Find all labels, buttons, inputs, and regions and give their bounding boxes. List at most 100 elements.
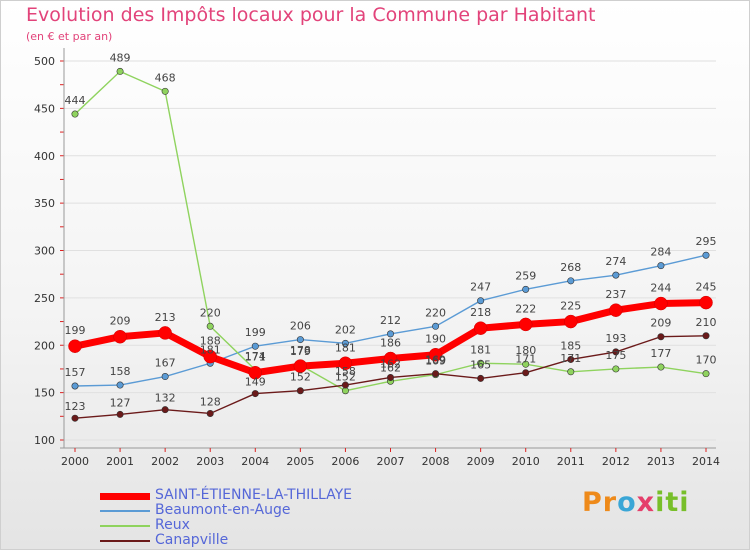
data-point bbox=[248, 365, 263, 380]
data-point bbox=[567, 277, 575, 285]
data-label: 209 bbox=[650, 317, 671, 330]
x-tick-label: 2010 bbox=[512, 455, 540, 468]
data-label: 185 bbox=[560, 339, 581, 352]
x-tick-label: 2013 bbox=[647, 455, 675, 468]
legend-item: SAINT-ÉTIENNE-LA-THILLAYE bbox=[100, 487, 400, 503]
data-label: 468 bbox=[155, 71, 176, 84]
data-label: 210 bbox=[696, 316, 717, 329]
data-point bbox=[116, 410, 124, 418]
legend-label: Reux bbox=[155, 517, 190, 533]
y-tick-label: 350 bbox=[34, 197, 55, 210]
y-tick-label: 200 bbox=[34, 339, 55, 352]
data-label: 237 bbox=[605, 288, 626, 301]
data-point bbox=[113, 329, 127, 344]
data-label: 186 bbox=[380, 337, 401, 350]
y-tick-label: 250 bbox=[34, 292, 55, 305]
y-tick-label: 150 bbox=[34, 387, 55, 400]
data-label: 284 bbox=[650, 246, 671, 259]
data-label: 489 bbox=[110, 51, 131, 64]
series-lines bbox=[68, 67, 713, 422]
data-label: 158 bbox=[335, 365, 356, 378]
data-label: 245 bbox=[696, 281, 717, 294]
data-point bbox=[702, 251, 710, 259]
data-label: 174 bbox=[245, 350, 266, 363]
legend-swatch bbox=[100, 525, 150, 527]
data-point bbox=[251, 390, 259, 398]
data-point bbox=[251, 342, 259, 350]
x-tick-label: 2008 bbox=[422, 455, 450, 468]
y-tick-label: 100 bbox=[34, 434, 55, 447]
data-label: 123 bbox=[65, 400, 86, 413]
data-label: 295 bbox=[696, 235, 717, 248]
data-label: 199 bbox=[245, 326, 266, 339]
data-label: 222 bbox=[515, 302, 536, 315]
x-tick-label: 2001 bbox=[106, 455, 134, 468]
data-label: 218 bbox=[470, 306, 491, 319]
data-label: 244 bbox=[650, 282, 671, 295]
data-point bbox=[428, 347, 443, 362]
data-point bbox=[609, 303, 623, 317]
data-label: 132 bbox=[155, 392, 176, 405]
data-label: 177 bbox=[650, 347, 671, 360]
data-label: 128 bbox=[200, 395, 221, 408]
series-0 bbox=[68, 295, 713, 380]
data-label: 169 bbox=[425, 355, 446, 368]
data-point bbox=[612, 271, 620, 279]
data-label: 209 bbox=[110, 315, 131, 328]
data-point bbox=[161, 87, 169, 95]
data-point bbox=[477, 374, 485, 382]
data-point bbox=[702, 370, 710, 378]
data-label: 179 bbox=[290, 345, 311, 358]
x-tick-label: 2003 bbox=[196, 455, 224, 468]
data-point bbox=[612, 348, 620, 356]
data-label: 220 bbox=[425, 306, 446, 319]
data-point bbox=[432, 322, 440, 330]
data-label: 158 bbox=[110, 365, 131, 378]
data-label: 157 bbox=[65, 366, 86, 379]
series-1 bbox=[71, 251, 710, 390]
chart-title: Evolution des Impôts locaux pour la Comm… bbox=[26, 4, 596, 26]
data-label: 149 bbox=[245, 376, 266, 389]
series-3 bbox=[71, 332, 710, 422]
data-label: 188 bbox=[200, 335, 221, 348]
data-point bbox=[432, 370, 440, 378]
x-tick-label: 2004 bbox=[241, 455, 269, 468]
data-point bbox=[386, 373, 394, 381]
data-label: 175 bbox=[605, 349, 626, 362]
data-point bbox=[68, 339, 82, 353]
data-point bbox=[477, 359, 485, 367]
x-tick-label: 2007 bbox=[377, 455, 405, 468]
data-point bbox=[564, 314, 578, 329]
data-point bbox=[341, 339, 349, 347]
legend-swatch bbox=[100, 540, 150, 542]
data-label: 180 bbox=[515, 344, 536, 357]
data-point bbox=[116, 381, 124, 389]
data-point bbox=[477, 297, 485, 305]
chart-subtitle: (en € et par an) bbox=[26, 30, 113, 43]
data-point bbox=[206, 322, 214, 330]
x-tick-label: 2000 bbox=[61, 455, 89, 468]
data-label: 169 bbox=[425, 354, 446, 367]
data-point bbox=[341, 381, 349, 389]
data-point bbox=[158, 326, 172, 340]
data-point bbox=[473, 321, 488, 335]
data-point bbox=[657, 333, 665, 341]
data-point bbox=[612, 365, 620, 373]
data-label: 190 bbox=[425, 333, 446, 346]
data-label: 274 bbox=[605, 255, 626, 268]
data-point bbox=[338, 356, 353, 371]
y-tick-label: 300 bbox=[34, 245, 55, 258]
data-label: 181 bbox=[200, 343, 221, 356]
legend-item: Beaumont-en-Auge bbox=[100, 502, 400, 518]
data-label: 181 bbox=[470, 343, 491, 356]
data-point bbox=[293, 359, 308, 373]
data-point bbox=[657, 363, 665, 371]
data-label: 199 bbox=[65, 324, 86, 337]
data-point bbox=[206, 409, 214, 417]
proxiti-logo: Proxiti bbox=[582, 487, 690, 518]
legend-swatch bbox=[100, 493, 150, 500]
data-label: 171 bbox=[515, 353, 536, 366]
x-tick-label: 2014 bbox=[692, 455, 720, 468]
data-label: 202 bbox=[335, 323, 356, 336]
data-point bbox=[386, 330, 394, 338]
